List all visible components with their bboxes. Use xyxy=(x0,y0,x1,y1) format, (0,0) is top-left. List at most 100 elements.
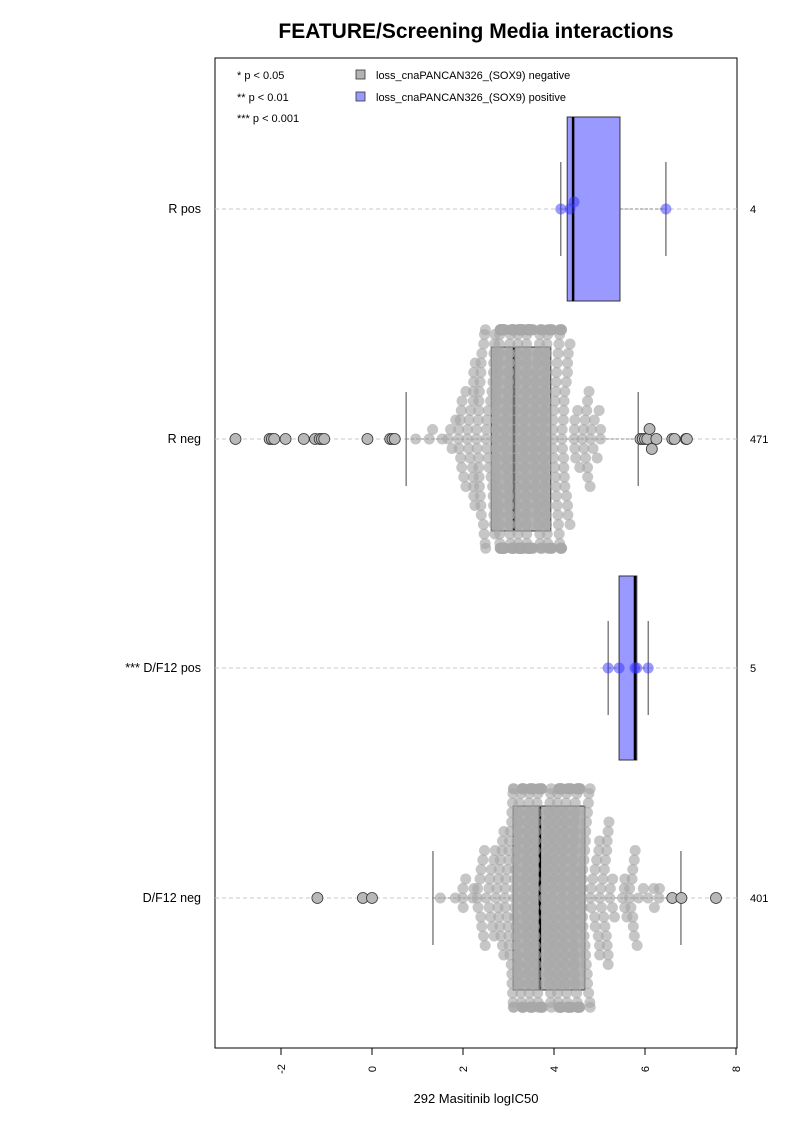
data-point xyxy=(570,452,582,464)
outlier-point xyxy=(361,433,374,445)
data-point xyxy=(540,921,552,932)
data-point xyxy=(549,462,561,473)
data-point xyxy=(508,433,520,445)
data-point xyxy=(577,864,589,875)
data-point xyxy=(478,338,490,350)
data-point xyxy=(562,357,574,369)
data-point xyxy=(581,807,593,818)
data-point xyxy=(569,797,581,809)
data-point xyxy=(460,481,472,492)
data-point xyxy=(455,405,467,416)
data-point xyxy=(503,500,515,511)
data-point xyxy=(538,452,550,464)
data-point xyxy=(551,797,563,809)
data-point xyxy=(521,519,533,530)
data-point xyxy=(541,528,553,540)
data-point xyxy=(558,462,570,473)
data-point xyxy=(528,414,540,426)
data-point xyxy=(581,405,593,416)
data-point xyxy=(489,424,501,435)
data-point xyxy=(480,542,492,554)
data-point xyxy=(568,968,580,980)
data-point xyxy=(522,826,534,837)
data-point xyxy=(502,490,514,502)
data-point xyxy=(509,864,521,875)
data-point xyxy=(583,386,595,397)
data-point xyxy=(595,424,607,435)
data-point xyxy=(653,883,665,894)
data-point xyxy=(580,949,592,961)
data-point xyxy=(566,873,578,885)
data-point xyxy=(568,940,580,951)
data-point xyxy=(561,490,573,502)
data-point xyxy=(521,845,533,856)
data-point xyxy=(520,921,532,932)
data-point xyxy=(550,376,562,388)
data-point xyxy=(642,662,654,674)
data-point xyxy=(519,471,531,483)
data-point xyxy=(579,940,591,951)
data-point xyxy=(521,930,533,942)
data-point xyxy=(489,443,501,454)
data-point xyxy=(547,414,559,426)
data-point xyxy=(593,405,605,416)
data-point xyxy=(631,662,643,674)
data-point xyxy=(481,443,493,454)
data-point xyxy=(473,405,485,416)
data-point xyxy=(537,414,549,426)
data-point xyxy=(557,911,569,923)
data-point xyxy=(561,367,573,378)
data-point xyxy=(480,424,492,435)
group-label: *** D/F12 pos xyxy=(125,661,201,675)
data-point xyxy=(599,854,611,866)
data-point xyxy=(582,797,594,809)
data-point xyxy=(575,892,587,904)
data-point xyxy=(588,414,600,426)
data-point xyxy=(509,911,521,923)
data-point xyxy=(515,987,527,999)
data-point xyxy=(512,528,524,540)
data-point xyxy=(508,443,520,454)
legend-swatch-positive xyxy=(355,91,366,102)
data-point xyxy=(625,902,637,913)
data-point xyxy=(511,949,523,961)
data-point xyxy=(473,481,485,492)
data-point xyxy=(589,864,601,875)
data-point xyxy=(509,902,521,913)
data-point xyxy=(653,892,665,904)
data-point xyxy=(520,481,532,492)
data-point xyxy=(601,940,613,951)
data-point xyxy=(539,471,551,483)
data-point xyxy=(453,443,465,454)
data-point xyxy=(471,892,483,904)
data-point xyxy=(478,845,490,856)
data-point xyxy=(595,902,607,913)
data-point xyxy=(556,443,568,454)
data-point xyxy=(479,940,491,951)
legend: loss_cnaPANCAN326_(SOX9) negative loss_c… xyxy=(355,69,570,104)
data-point xyxy=(473,395,485,407)
data-point xyxy=(494,528,506,540)
data-point xyxy=(542,959,554,970)
group-count: 4 xyxy=(750,204,756,216)
data-point xyxy=(591,854,603,866)
data-point xyxy=(602,662,614,674)
data-point xyxy=(602,949,614,961)
data-point xyxy=(542,940,554,951)
data-point xyxy=(604,892,616,904)
data-point xyxy=(493,911,505,923)
data-point xyxy=(510,490,522,502)
data-point xyxy=(531,357,543,369)
data-point xyxy=(569,414,581,426)
legend-label-negative: loss_cnaPANCAN326_(SOX9) negative xyxy=(376,70,570,82)
data-point xyxy=(460,386,472,397)
data-point xyxy=(423,433,435,445)
data-point xyxy=(483,883,495,894)
data-point xyxy=(530,949,542,961)
data-point xyxy=(464,405,476,416)
data-point xyxy=(580,452,592,464)
data-point xyxy=(478,930,490,942)
data-point xyxy=(579,845,591,856)
outlier-point xyxy=(268,433,281,445)
sig-legend-3: *** p < 0.001 xyxy=(237,113,299,125)
